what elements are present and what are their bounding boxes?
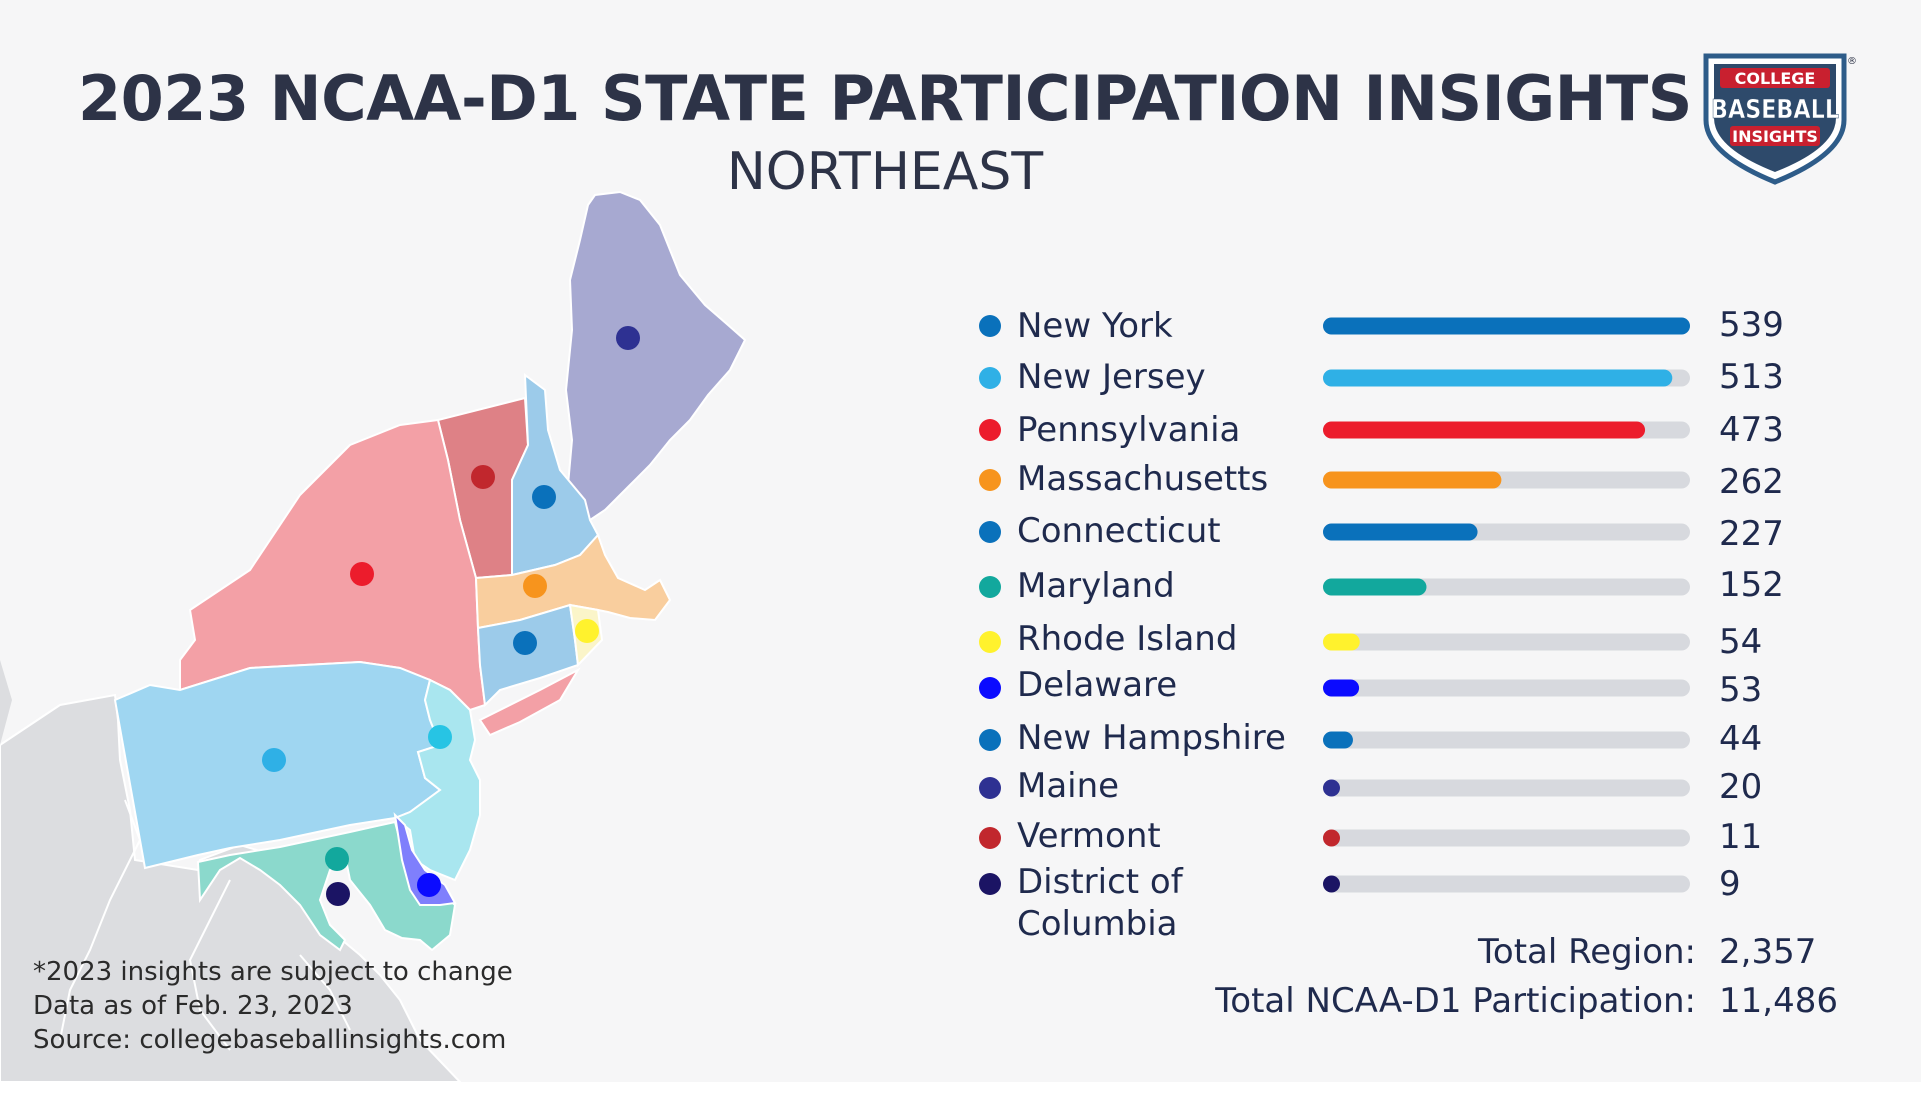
legend-dot-delaware [979,677,1001,699]
logo-registered-mark: ® [1847,56,1857,67]
bar-track-maine [1323,779,1690,797]
bar-district-of-columbia [1323,875,1340,893]
legend-label-delaware: Delaware [1017,665,1178,705]
bar-rhode-island [1323,633,1360,651]
college-baseball-insights-logo: COLLEGE BASEBALL INSIGHTS ® [1703,53,1857,185]
legend-label-pennsylvania: Pennsylvania [1017,410,1241,450]
legend-label-connecticut: Connecticut [1017,511,1221,551]
legend-label-new-jersey: New Jersey [1017,357,1206,397]
logo-line-baseball: BASEBALL [1711,95,1839,125]
total-ncaa-value: 11,486 [1719,981,1838,1021]
bar-massachusetts [1323,471,1502,489]
total-ncaa-label: Total NCAA-D1 Participation: [1215,981,1696,1021]
total-region-value: 2,357 [1719,932,1817,972]
bar-track-delaware [1323,679,1690,697]
legend-dot-new-york [979,315,1001,337]
neighbor-land-west [0,660,12,745]
legend-dot-vermont [979,827,1001,849]
state-maine [543,190,747,521]
dot-new-york [350,562,374,586]
legend-dot-rhode-island [979,631,1001,653]
page-subtitle: NORTHEAST [726,142,1044,202]
legend-label-new-hampshire: New Hampshire [1017,718,1286,758]
dot-connecticut [513,631,537,655]
northeast-map [0,190,747,1082]
legend-label-vermont: Vermont [1017,816,1161,856]
bar-new-york [1323,317,1690,335]
value-label-new-jersey: 513 [1719,357,1784,397]
legend-label-maryland: Maryland [1017,566,1175,606]
legend-dot-maine [979,777,1001,799]
legend-dot-pennsylvania [979,419,1001,441]
state-connecticut [476,603,580,708]
legend-dot-new-hampshire [979,729,1001,751]
bar-track-vermont [1323,829,1690,847]
dot-massachusetts [523,574,547,598]
bar-new-hampshire [1323,731,1353,749]
logo-line-college: COLLEGE [1735,69,1816,88]
legend-dot-new-jersey [979,367,1001,389]
logo-bottom-band [1730,126,1820,146]
legend-dot-district-of-columbia [979,873,1001,895]
bar-track-rhode-island [1323,633,1690,651]
neighbor-border-line-2 [188,879,231,1051]
legend-label-district-of-columbia: District of Columbia [1017,862,1183,944]
legend-label-new-york: New York [1017,306,1173,346]
dot-new-jersey [428,725,452,749]
bar-maryland [1323,578,1427,596]
value-label-vermont: 11 [1719,817,1763,857]
bar-delaware [1323,679,1360,697]
dot-delaware [417,873,441,897]
value-label-district-of-columbia: 9 [1719,864,1741,904]
page-title: 2023 NCAA-D1 STATE PARTICIPATION INSIGHT… [78,62,1692,135]
legend-label-rhode-island: Rhode Island [1017,619,1238,659]
bar-connecticut [1323,523,1478,541]
value-label-maine: 20 [1719,767,1763,807]
neighbor-border-line [59,799,142,1041]
dot-pennsylvania [262,748,286,772]
dot-rhode-island [575,619,599,643]
logo-top-band [1720,68,1830,88]
value-label-pennsylvania: 473 [1719,410,1784,450]
value-label-maryland: 152 [1719,565,1784,605]
total-region-label: Total Region: [1477,932,1696,972]
value-label-delaware: 53 [1719,670,1763,710]
legend-label-massachusetts: Massachusetts [1017,459,1269,499]
bar-new-jersey [1323,369,1673,387]
legend-dot-maryland [979,576,1001,598]
footnote-subject-to-change: *2023 insights are subject to change [33,957,513,987]
bar-maine [1323,779,1340,797]
value-label-connecticut: 227 [1719,514,1784,554]
bar-track-new-hampshire [1323,731,1690,749]
dot-maine [616,326,640,350]
value-label-rhode-island: 54 [1719,622,1763,662]
dot-new-hampshire [532,485,556,509]
bar-track-district-of-columbia [1323,875,1690,893]
legend-dot-massachusetts [979,469,1001,491]
footnote-data-date: Data as of Feb. 23, 2023 [33,991,353,1021]
footnote-source: Source: collegebaseballinsights.com [33,1025,507,1055]
value-label-massachusetts: 262 [1719,462,1784,502]
dot-district-of-columbia [326,882,350,906]
neighbor-border-line-3 [299,954,351,1031]
logo-line-insights: INSIGHTS [1732,127,1818,146]
value-label-new-york: 539 [1719,305,1784,345]
bar-vermont [1323,829,1340,847]
legend-label-maine: Maine [1017,766,1120,806]
legend-dot-connecticut [979,521,1001,543]
value-label-new-hampshire: 44 [1719,719,1763,759]
dot-vermont [471,465,495,489]
dot-maryland [325,847,349,871]
bar-pennsylvania [1323,421,1646,439]
